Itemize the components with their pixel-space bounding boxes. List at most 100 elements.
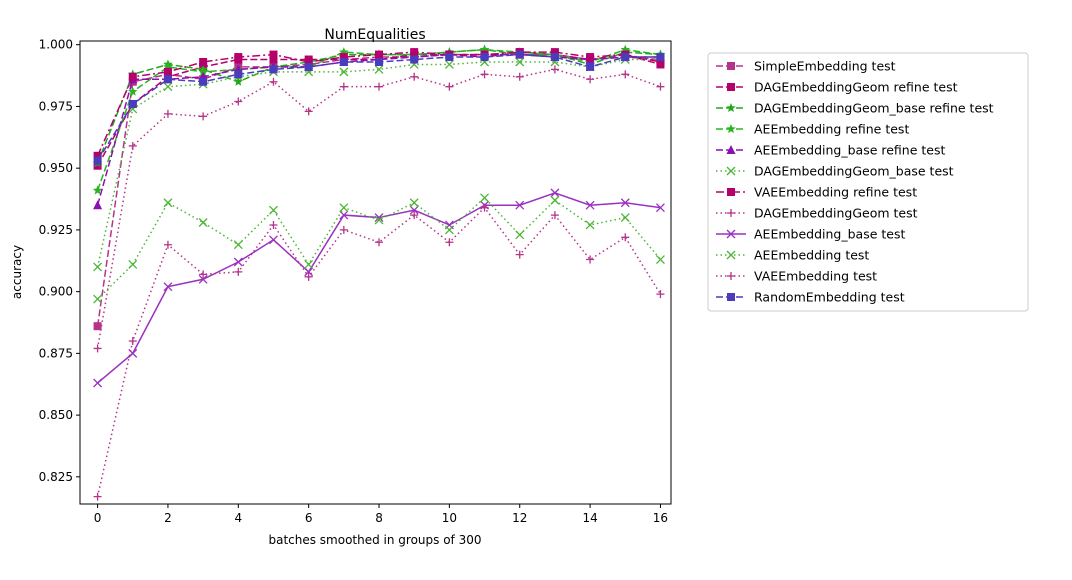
- data-point: [550, 65, 559, 74]
- x-tick-label: 12: [512, 511, 527, 525]
- data-point: [339, 210, 349, 220]
- data-point: [620, 198, 630, 208]
- series-line: [96, 68, 661, 349]
- legend-entry: DAGEmbeddingGeom_base refine test: [716, 101, 994, 116]
- data-point: [234, 70, 243, 79]
- legend-frame: [707, 52, 1029, 312]
- legend-label: DAGEmbeddingGeom refine test: [754, 80, 958, 95]
- series-line: [96, 48, 661, 164]
- legend-marker: [727, 62, 735, 70]
- data-point: [93, 378, 103, 388]
- data-point: [550, 195, 560, 205]
- data-point: [163, 67, 172, 76]
- data-point: [375, 238, 384, 247]
- data-point: [163, 75, 172, 84]
- data-point: [163, 109, 172, 118]
- data-point: [480, 193, 490, 203]
- data-point: [515, 72, 524, 81]
- plot-series: [92, 44, 666, 501]
- data-point: [339, 203, 349, 213]
- data-point: [269, 77, 278, 86]
- y-tick-label: 0.950: [39, 161, 73, 175]
- data-point: [339, 67, 349, 77]
- data-point: [550, 53, 559, 62]
- x-tick-label: 2: [164, 511, 172, 525]
- legend-entry: DAGEmbeddingGeom test: [716, 206, 918, 221]
- data-point: [585, 220, 595, 230]
- data-point: [586, 53, 595, 62]
- legend-marker: [726, 229, 736, 239]
- data-point: [621, 233, 630, 242]
- data-point: [374, 215, 384, 225]
- legend-entry: SimpleEmbedding test: [716, 59, 896, 74]
- data-point: [339, 57, 348, 66]
- data-point: [656, 82, 665, 91]
- series-dagembeddinggeom-test: [93, 65, 665, 353]
- data-point: [163, 82, 173, 92]
- data-point: [586, 75, 595, 84]
- data-point: [339, 53, 348, 62]
- data-point: [304, 62, 313, 71]
- data-point: [269, 65, 278, 74]
- data-point: [655, 203, 665, 213]
- data-point: [585, 200, 595, 210]
- data-point: [621, 70, 630, 79]
- data-point: [269, 235, 278, 245]
- data-point: [480, 70, 489, 79]
- data-point: [163, 61, 173, 71]
- legend-label: DAGEmbeddingGeom_base refine test: [754, 101, 994, 116]
- data-point: [163, 198, 173, 208]
- data-point: [586, 255, 595, 264]
- data-point: [128, 141, 137, 150]
- x-axis-ticks: 0 2 4 6 8 10 12 14 16: [94, 504, 668, 525]
- series-aeembedding-refine-test: [92, 44, 666, 195]
- legend-entry: AEEmbedding refine test: [716, 122, 909, 137]
- data-point: [445, 238, 454, 247]
- data-point: [93, 151, 102, 160]
- legend: SimpleEmbedding test DAGEmbeddingGeom ref…: [707, 52, 1029, 312]
- data-point: [339, 225, 348, 234]
- series-line: [96, 58, 661, 268]
- series-line: [96, 51, 661, 157]
- data-point: [128, 337, 137, 346]
- series-line: [96, 48, 661, 191]
- data-point: [269, 55, 278, 64]
- series-line: [96, 53, 661, 206]
- data-point: [655, 255, 665, 264]
- data-point: [515, 230, 525, 240]
- x-tick-label: 14: [582, 511, 597, 525]
- data-point: [656, 290, 665, 299]
- data-point: [93, 344, 102, 353]
- series-line: [96, 53, 661, 162]
- data-point: [375, 50, 384, 59]
- data-point: [375, 82, 384, 91]
- data-point: [198, 218, 208, 227]
- data-point: [304, 107, 313, 116]
- legend-label: AEEmbedding refine test: [754, 122, 909, 137]
- series-vaeembedding-test: [93, 203, 665, 501]
- legend-entry: AEEmbedding test: [716, 248, 869, 263]
- data-point: [550, 48, 559, 57]
- legend-marker: [727, 293, 735, 301]
- legend-entry: RandomEmbedding test: [716, 290, 905, 305]
- y-tick-label: 0.825: [39, 470, 73, 484]
- series-simpleembedding-test: [93, 50, 665, 331]
- legend-marker: [726, 145, 736, 154]
- data-point: [445, 53, 454, 62]
- legend-marker: [726, 124, 736, 134]
- data-point: [656, 53, 665, 62]
- legend-entry: AEEmbedding_base test: [716, 227, 905, 242]
- data-point: [233, 257, 243, 267]
- legend-marker: [726, 166, 736, 176]
- x-tick-label: 16: [653, 511, 668, 525]
- legend-label: VAEEmbedding refine test: [754, 185, 917, 200]
- data-point: [198, 66, 208, 76]
- data-point: [480, 203, 489, 212]
- series-line: [97, 192, 661, 384]
- y-tick-label: 0.925: [39, 223, 73, 237]
- x-tick-label: 0: [94, 511, 102, 525]
- x-tick-label: 4: [234, 511, 242, 525]
- x-tick-label: 10: [442, 511, 457, 525]
- y-tick-label: 0.900: [39, 285, 73, 299]
